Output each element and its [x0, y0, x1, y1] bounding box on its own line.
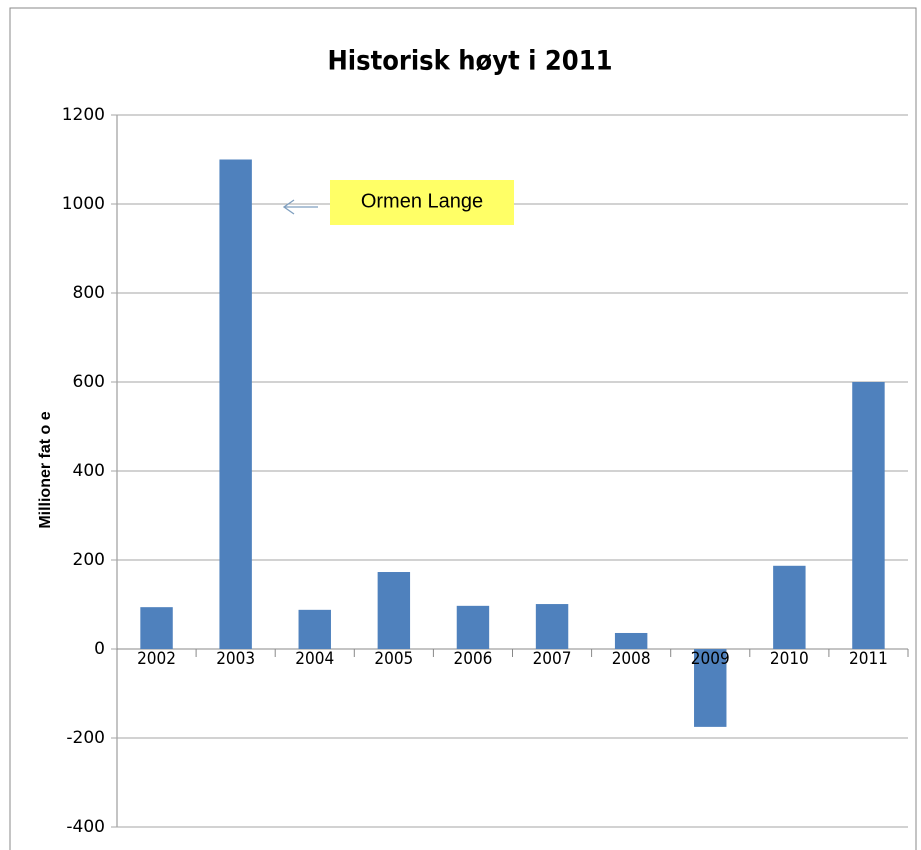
- x-tick-label: 2008: [612, 649, 651, 669]
- bar: [614, 632, 648, 649]
- bar: [694, 649, 727, 727]
- x-tick-label: 2010: [770, 649, 809, 669]
- x-tick-label: 2003: [216, 649, 255, 669]
- y-tick-label: 1200: [62, 105, 105, 125]
- bar: [852, 382, 885, 649]
- x-tick-label: 2006: [453, 649, 492, 669]
- bar: [140, 607, 173, 649]
- bar: [535, 604, 569, 649]
- y-tick-label: 1000: [62, 194, 105, 214]
- annotation-box: [330, 180, 514, 225]
- y-tick-label: 600: [73, 372, 105, 392]
- y-axis-label: Millioner fat o e: [37, 411, 54, 528]
- y-tick-label: -200: [66, 728, 105, 748]
- x-tick-label: 2007: [533, 649, 572, 669]
- bar: [456, 605, 490, 649]
- annotation: Ormen Lange: [361, 190, 483, 212]
- y-tick-label: -400: [66, 817, 105, 837]
- bar: [377, 572, 411, 649]
- plot-area: -400 -200 0 200 400 600 800 1000 1200 2002 2003 200…: [62, 105, 909, 837]
- x-tick-label: 2002: [137, 649, 176, 669]
- y-tick-label: 800: [73, 283, 105, 303]
- x-tick-label: 2005: [374, 649, 413, 669]
- x-tick-label: 2009: [691, 649, 730, 669]
- x-tick-label: 2004: [295, 649, 334, 669]
- y-tick-label: 200: [73, 550, 105, 570]
- y-tick-label: 0: [94, 639, 105, 659]
- chart-frame: [9, 7, 917, 850]
- chart-title: Historisk høyt i 2011: [327, 46, 612, 77]
- bar: [298, 609, 331, 649]
- bar: [773, 565, 806, 649]
- bar: [219, 159, 252, 649]
- annotation-arrow: [282, 199, 318, 215]
- x-tick-label: 2011: [849, 649, 888, 669]
- y-tick-label: 400: [73, 461, 105, 481]
